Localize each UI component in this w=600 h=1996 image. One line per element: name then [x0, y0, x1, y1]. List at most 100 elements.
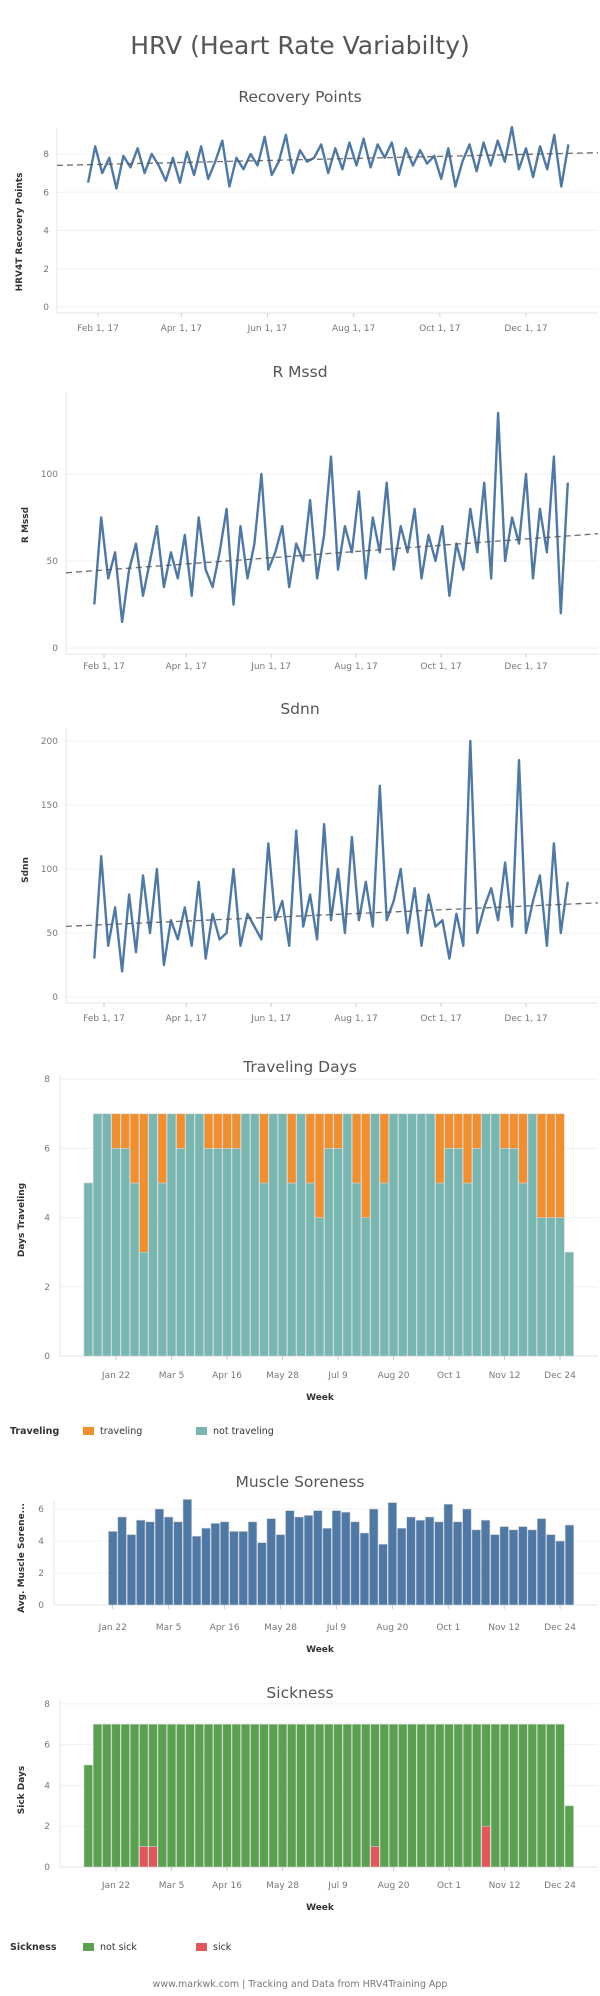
y-tick-label: 8	[43, 150, 49, 160]
bar-not-sick	[111, 1723, 121, 1868]
y-tick-label: 2	[43, 265, 49, 275]
bar-not-traveling	[472, 1148, 482, 1357]
bar-not-sick	[416, 1723, 426, 1868]
bar-not-sick	[472, 1723, 482, 1868]
bar-soreness	[471, 1529, 481, 1606]
bar-traveling	[259, 1113, 269, 1184]
sdnn-chart: 0 50 100 150 200 Feb 1, 17 Apr 1, 17 Jun 1, 17 A…	[41, 728, 599, 1024]
bar-soreness	[331, 1510, 342, 1606]
bar-not-sick	[564, 1805, 574, 1868]
bar-traveling	[351, 1113, 362, 1184]
bar-traveling	[453, 1113, 463, 1149]
bar-traveling	[176, 1113, 186, 1149]
legend-swatch-not-traveling[interactable]	[196, 1427, 207, 1435]
y-tick-label: 0	[38, 1601, 44, 1611]
bar-not-sick	[388, 1723, 399, 1868]
bar-not-sick	[203, 1723, 214, 1868]
legend-label-not-sick[interactable]: not sick	[100, 1942, 137, 1953]
bar-soreness	[220, 1521, 230, 1606]
sickness-legend-title: Sickness	[10, 1942, 57, 1953]
y-tick-label: 0	[44, 1863, 50, 1873]
y-tick-label: 4	[38, 1537, 44, 1547]
bar-soreness	[490, 1534, 500, 1606]
bar-not-sick	[129, 1723, 140, 1868]
bar-soreness	[173, 1521, 183, 1606]
bar-not-traveling	[148, 1113, 158, 1357]
bar-traveling	[555, 1113, 565, 1218]
x-tick-label: Feb 1, 17	[77, 324, 119, 334]
bar-not-sick	[250, 1723, 260, 1868]
bar-soreness	[154, 1508, 164, 1606]
bar-traveling	[509, 1113, 519, 1149]
bar-not-sick	[240, 1723, 251, 1868]
bar-not-sick	[453, 1723, 463, 1868]
sdnn-y-axis-title: Sdnn	[21, 857, 31, 883]
bar-soreness	[443, 1503, 453, 1606]
bar-soreness	[247, 1521, 258, 1606]
legend-label-sick[interactable]: sick	[213, 1942, 232, 1953]
x-tick-label: Aug 20	[378, 1881, 410, 1891]
traveling-legend: Traveling traveling not traveling	[10, 1426, 274, 1437]
bar-not-sick	[527, 1723, 537, 1868]
bar-not-traveling	[185, 1113, 195, 1357]
bar-not-traveling	[203, 1148, 214, 1357]
bar-traveling	[435, 1113, 445, 1184]
bar-soreness	[527, 1529, 537, 1606]
bar-not-traveling	[499, 1148, 510, 1357]
legend-swatch-traveling[interactable]	[83, 1427, 94, 1435]
bar-not-sick	[213, 1723, 223, 1868]
bar-traveling	[546, 1113, 556, 1218]
bar-soreness	[192, 1535, 202, 1606]
bar-not-sick	[305, 1723, 315, 1868]
x-tick-label: Aug 20	[378, 1371, 410, 1381]
bar-soreness	[322, 1527, 332, 1606]
legend-swatch-sick[interactable]	[196, 1943, 207, 1951]
x-tick-label: Feb 1, 17	[83, 662, 125, 672]
bar-soreness	[229, 1531, 239, 1606]
bar-not-sick	[277, 1723, 288, 1868]
bar-soreness	[499, 1526, 509, 1606]
recovery-points-chart: 0 2 4 6 8 Feb 1, 17 Apr 1, 17 Jun 1, 17 Aug 1, 1…	[43, 126, 599, 334]
legend-label-traveling[interactable]: traveling	[100, 1426, 142, 1437]
bar-not-traveling	[166, 1113, 177, 1357]
bar-not-traveling	[379, 1182, 389, 1357]
soreness-title: Muscle Soreness	[236, 1473, 365, 1491]
y-tick-label: 4	[44, 1781, 50, 1791]
x-tick-label: Dec 24	[544, 1881, 576, 1891]
y-tick-label: 100	[41, 865, 58, 875]
bar-not-sick	[536, 1723, 547, 1868]
bar-not-traveling	[222, 1148, 232, 1357]
y-tick-label: 50	[47, 557, 59, 567]
bar-not-traveling	[416, 1113, 426, 1357]
bar-not-traveling	[536, 1217, 547, 1357]
bar-not-sick	[499, 1723, 510, 1868]
legend-label-not-traveling[interactable]: not traveling	[213, 1426, 274, 1437]
y-tick-label: 2	[38, 1569, 44, 1579]
bar-soreness	[145, 1521, 155, 1606]
bar-not-sick	[166, 1723, 177, 1868]
bar-traveling	[157, 1113, 167, 1184]
y-tick-label: 50	[47, 929, 59, 939]
bar-soreness	[313, 1510, 323, 1606]
bar-soreness	[294, 1516, 304, 1606]
bar-not-traveling	[333, 1148, 343, 1357]
bar-not-traveling	[176, 1148, 186, 1357]
sickness-title: Sickness	[266, 1684, 333, 1702]
x-tick-label: May 28	[266, 1371, 299, 1381]
y-tick-label: 0	[43, 303, 49, 313]
x-tick-label: Oct 1, 17	[420, 662, 461, 672]
bar-soreness	[425, 1516, 435, 1606]
bar-not-sick	[481, 1723, 491, 1827]
y-tick-label: 0	[44, 1352, 50, 1362]
bar-not-sick	[83, 1764, 93, 1868]
bar-not-traveling	[268, 1113, 278, 1357]
bar-not-traveling	[231, 1148, 241, 1357]
legend-swatch-not-sick[interactable]	[83, 1943, 94, 1951]
bar-soreness	[546, 1534, 556, 1606]
bar-not-traveling	[92, 1113, 103, 1357]
bar-soreness	[452, 1521, 463, 1606]
sdnn-title: Sdnn	[280, 700, 319, 718]
x-tick-label: Apr 16	[212, 1371, 242, 1381]
x-tick-label: Apr 1, 17	[161, 324, 202, 334]
